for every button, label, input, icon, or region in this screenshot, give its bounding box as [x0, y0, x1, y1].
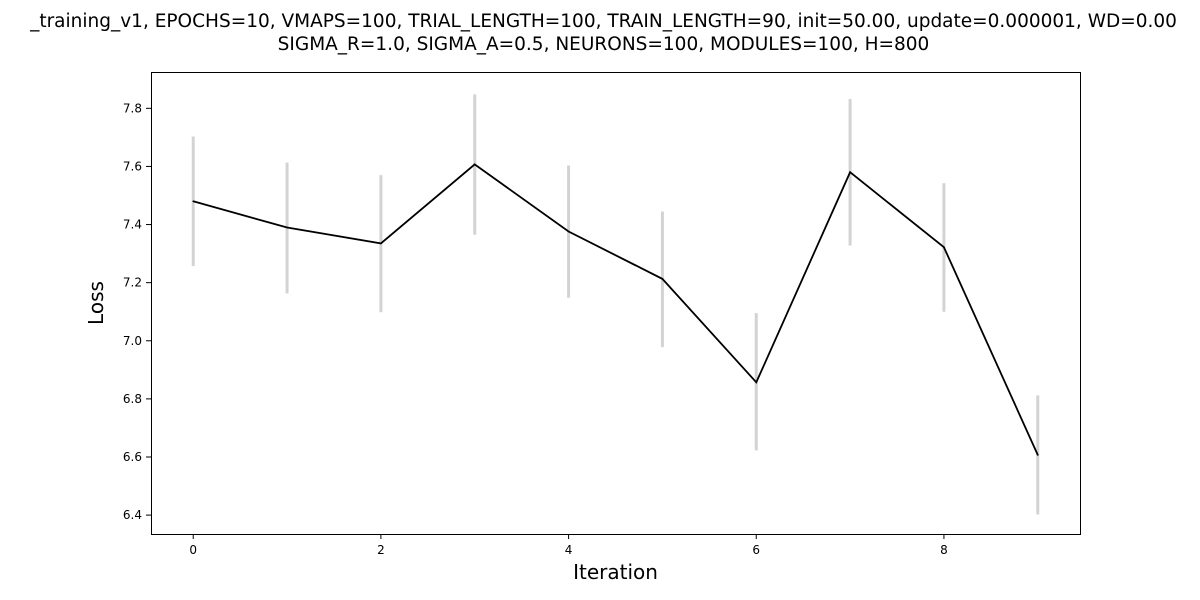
- y-tick-label: 7.4: [123, 218, 142, 232]
- x-axis-label: Iteration: [573, 560, 658, 584]
- series-lines: [192, 163, 1039, 456]
- data-point: [755, 381, 758, 384]
- y-tick-label: 6.4: [123, 508, 142, 522]
- y-tick-label: 6.8: [123, 392, 142, 406]
- x-tick-label: 2: [377, 543, 385, 557]
- chart-title: _training_v1, EPOCHS=10, VMAPS=100, TRIA…: [29, 11, 1177, 55]
- data-point: [192, 200, 195, 203]
- data-point: [473, 163, 476, 166]
- y-tick-label: 7.6: [123, 159, 142, 173]
- error-bars: [191, 94, 1040, 515]
- plot-frame: [151, 72, 1081, 535]
- data-point: [567, 230, 570, 233]
- x-tick-label: 6: [752, 543, 760, 557]
- data-point: [943, 246, 945, 249]
- x-axis: 0 2 4 6 8: [189, 534, 948, 557]
- data-point: [849, 171, 851, 174]
- y-tick-label: 7.2: [123, 276, 142, 290]
- y-tick-label: 6.6: [123, 450, 142, 464]
- x-tick-label: 8: [940, 543, 948, 557]
- chart-title-line: _training_v1, EPOCHS=10, VMAPS=100, TRIA…: [29, 11, 1177, 32]
- data-point: [286, 226, 288, 229]
- y-tick-label: 7.0: [123, 334, 142, 348]
- data-point: [380, 242, 382, 245]
- series-line: [192, 163, 1039, 456]
- y-axis: 6.4 6.6 6.8 7.0 7.2 7.4 7.6 7.8: [123, 101, 151, 522]
- x-tick-label: 0: [189, 543, 197, 557]
- y-axis-label: Loss: [84, 281, 108, 325]
- data-point: [1036, 454, 1039, 456]
- chart-title-line: SIGMA_R=1.0, SIGMA_A=0.5, NEURONS=100, M…: [278, 34, 930, 55]
- y-tick-label: 7.8: [123, 101, 142, 115]
- data-point: [661, 278, 664, 280]
- x-tick-label: 4: [565, 543, 573, 557]
